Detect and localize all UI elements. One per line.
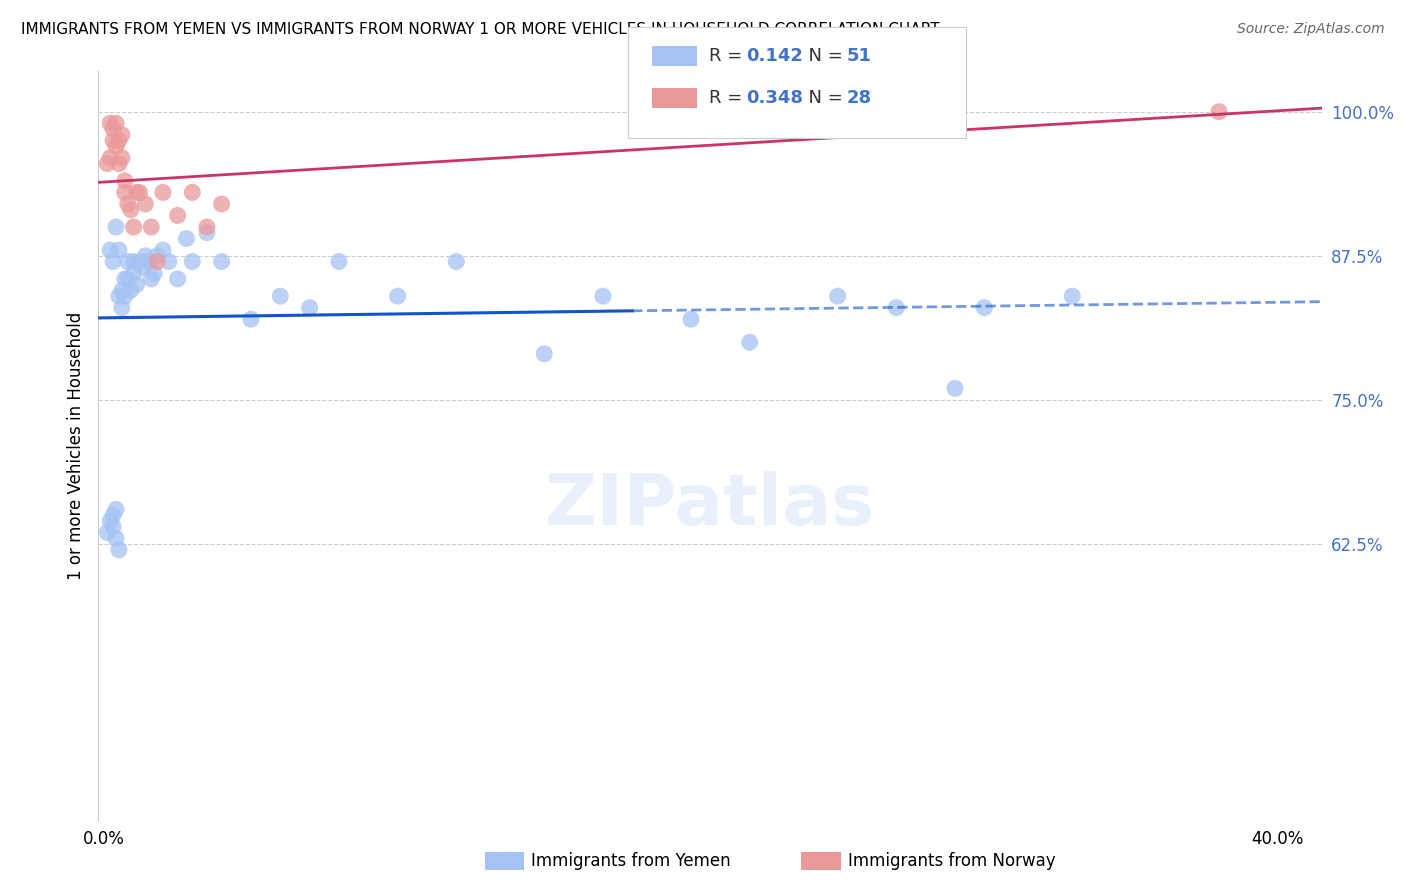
Point	[134, 197, 156, 211]
Point	[101, 122, 124, 136]
Point	[120, 284, 142, 298]
Point	[128, 254, 150, 268]
Point	[211, 197, 233, 211]
Text: ZIPatlas: ZIPatlas	[546, 472, 875, 541]
Point	[105, 502, 128, 516]
Text: 0.142: 0.142	[747, 47, 803, 65]
Point	[114, 272, 136, 286]
Point	[122, 219, 145, 234]
Point	[176, 231, 198, 245]
Text: N =: N =	[797, 89, 849, 107]
Point	[446, 254, 468, 268]
Point	[134, 249, 156, 263]
Point	[98, 514, 121, 528]
Point	[105, 116, 128, 130]
Point	[125, 277, 148, 292]
Point	[114, 289, 136, 303]
Point	[152, 186, 174, 200]
Point	[105, 139, 128, 153]
Point	[117, 254, 139, 268]
Text: Immigrants from Yemen: Immigrants from Yemen	[531, 852, 731, 870]
Point	[239, 312, 262, 326]
Point	[101, 519, 124, 533]
Point	[122, 266, 145, 280]
Point	[943, 381, 966, 395]
Point	[101, 134, 124, 148]
Point	[1208, 104, 1230, 119]
Text: 28: 28	[846, 89, 872, 107]
Point	[111, 151, 134, 165]
Point	[973, 301, 995, 315]
Point	[211, 254, 233, 268]
Point	[166, 209, 188, 223]
Point	[108, 289, 131, 303]
Point	[195, 219, 218, 234]
Point	[136, 254, 159, 268]
Point	[101, 254, 124, 268]
Point	[328, 254, 350, 268]
Point	[96, 156, 118, 170]
Point	[738, 335, 761, 350]
Point	[131, 260, 153, 275]
Point	[152, 243, 174, 257]
Point	[98, 243, 121, 257]
Point	[884, 104, 907, 119]
Point	[105, 219, 128, 234]
Point	[108, 134, 131, 148]
Text: R =: R =	[709, 47, 748, 65]
Point	[181, 254, 204, 268]
Point	[141, 272, 163, 286]
Text: R =: R =	[709, 89, 748, 107]
Point	[128, 186, 150, 200]
Point	[98, 151, 121, 165]
Point	[114, 174, 136, 188]
Point	[96, 525, 118, 540]
Y-axis label: 1 or more Vehicles in Household: 1 or more Vehicles in Household	[66, 312, 84, 580]
Point	[146, 254, 169, 268]
Point	[298, 301, 321, 315]
Text: IMMIGRANTS FROM YEMEN VS IMMIGRANTS FROM NORWAY 1 OR MORE VEHICLES IN HOUSEHOLD : IMMIGRANTS FROM YEMEN VS IMMIGRANTS FROM…	[21, 22, 939, 37]
Point	[111, 284, 134, 298]
Point	[122, 254, 145, 268]
Point	[101, 508, 124, 523]
Point	[120, 202, 142, 217]
Point	[181, 186, 204, 200]
Point	[108, 243, 131, 257]
Point	[533, 347, 555, 361]
Point	[117, 197, 139, 211]
Point	[141, 219, 163, 234]
Point	[827, 289, 849, 303]
Text: 0.348: 0.348	[747, 89, 804, 107]
Point	[387, 289, 409, 303]
Text: N =: N =	[797, 47, 849, 65]
Point	[105, 531, 128, 545]
Point	[269, 289, 291, 303]
Point	[117, 272, 139, 286]
Point	[146, 249, 169, 263]
Point	[114, 186, 136, 200]
Point	[111, 301, 134, 315]
Point	[166, 272, 188, 286]
Point	[111, 128, 134, 142]
Text: Source: ZipAtlas.com: Source: ZipAtlas.com	[1237, 22, 1385, 37]
Text: Immigrants from Norway: Immigrants from Norway	[848, 852, 1056, 870]
Point	[98, 116, 121, 130]
Point	[157, 254, 180, 268]
Point	[108, 156, 131, 170]
Point	[108, 542, 131, 557]
Text: 51: 51	[846, 47, 872, 65]
Point	[125, 186, 148, 200]
Point	[592, 289, 614, 303]
Point	[143, 266, 166, 280]
Point	[1062, 289, 1084, 303]
Point	[679, 312, 702, 326]
Point	[884, 301, 907, 315]
Point	[195, 226, 218, 240]
